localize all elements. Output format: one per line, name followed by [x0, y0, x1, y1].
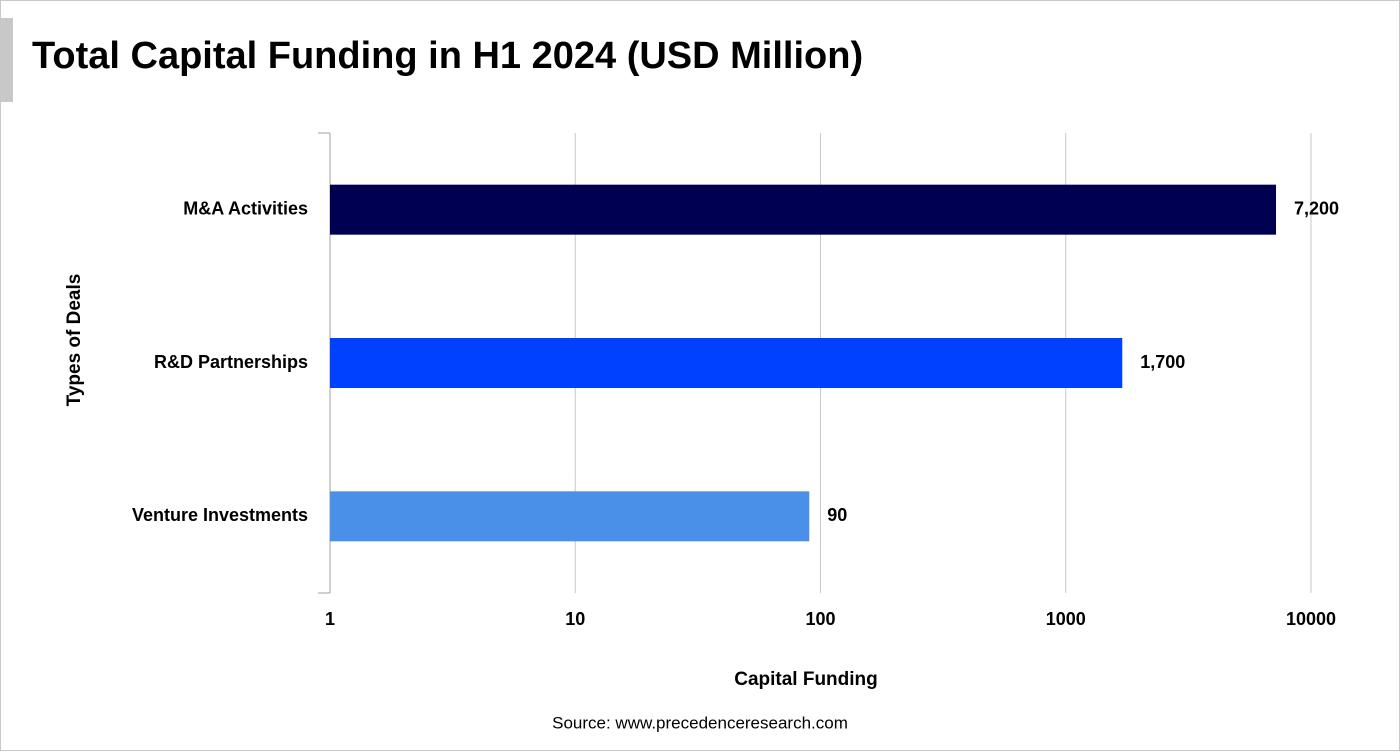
bar [330, 491, 810, 542]
chart-title: Total Capital Funding in H1 2024 (USD Mi… [32, 35, 863, 77]
x-tick-label: 1000 [1046, 609, 1086, 629]
bar [330, 338, 1123, 388]
y-tick-label: M&A Activities [183, 198, 308, 218]
y-tick-label: Venture Investments [132, 505, 308, 525]
title-accent [0, 18, 13, 102]
data-label: 90 [827, 505, 847, 525]
bar [330, 184, 1277, 235]
x-tick-label: 1 [325, 609, 335, 629]
x-axis-label: Capital Funding [734, 669, 878, 690]
y-axis-label: Types of Deals [64, 274, 85, 407]
x-tick-label: 10000 [1286, 609, 1336, 629]
source: Source: www.precedenceresearch.com [552, 713, 848, 732]
data-label: 7,200 [1294, 198, 1339, 218]
data-label: 1,700 [1140, 352, 1185, 372]
y-tick-label: R&D Partnerships [154, 352, 308, 372]
x-tick-label: 10 [565, 609, 585, 629]
x-tick-label: 100 [805, 609, 835, 629]
